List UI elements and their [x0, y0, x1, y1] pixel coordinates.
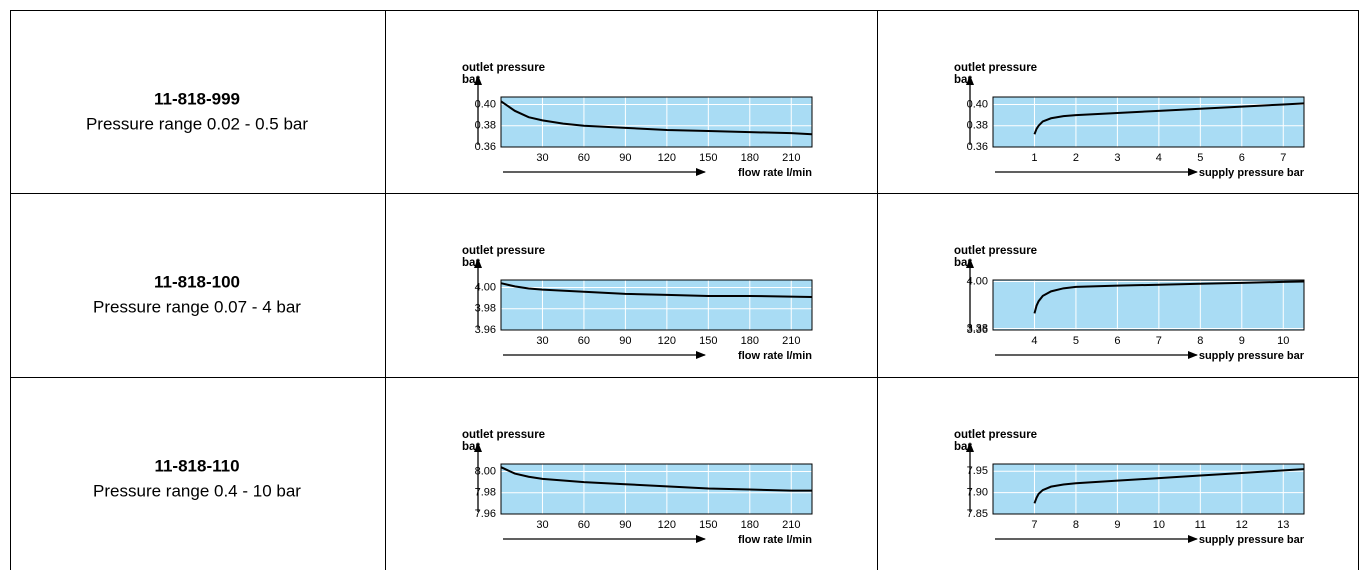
- y-axis-label: outlet pressure: [462, 245, 545, 257]
- y-tick-label: 0.40: [967, 98, 988, 110]
- x-tick-label: 10: [1153, 519, 1165, 531]
- x-axis-label: supply pressure bar: [1199, 167, 1305, 179]
- x-tick-label: 210: [782, 519, 800, 531]
- x-tick-label: 150: [699, 335, 717, 347]
- plot-border: [500, 96, 813, 148]
- y-tick-label: 7.85: [967, 508, 988, 520]
- x-tick-label: 180: [741, 152, 759, 164]
- x-tick-label: 5: [1197, 152, 1203, 164]
- y-tick-label: 7.98: [475, 487, 496, 499]
- x-tick-label: 9: [1239, 335, 1245, 347]
- y-tick-label: 0.38: [967, 120, 988, 132]
- x-tick-label: 30: [536, 335, 548, 347]
- plot-border: [992, 463, 1305, 515]
- pressure-range: Pressure range 0.07 - 4 bar: [93, 297, 301, 316]
- x-tick-label: 3: [1114, 152, 1120, 164]
- y-tick-label: 0.40: [475, 98, 496, 110]
- part-number: 11-818-999: [154, 89, 240, 108]
- y-tick-label: 4.00: [967, 275, 988, 287]
- y-tick-label: 8.00: [475, 465, 496, 477]
- plot-border: [992, 279, 1305, 331]
- x-tick-label: 120: [658, 335, 676, 347]
- x-tick-label: 60: [578, 152, 590, 164]
- x-tick-label: 30: [536, 519, 548, 531]
- curve: [500, 282, 813, 299]
- x-tick-label: 30: [536, 152, 548, 164]
- curve: [1033, 102, 1305, 135]
- y-tick-label: 7.95: [967, 465, 988, 477]
- part-number: 11-818-100: [154, 272, 240, 291]
- x-tick-label: 7: [1156, 335, 1162, 347]
- y-tick-label: 3.36: [967, 324, 988, 336]
- y-tick-label: 7.96: [475, 508, 496, 520]
- curve: [500, 466, 812, 492]
- x-tick-label: 210: [782, 335, 800, 347]
- plot-border: [500, 279, 813, 331]
- y-tick-label: 3.38: [967, 322, 988, 334]
- y-axis-label: outlet pressure: [954, 245, 1037, 257]
- x-tick-label: 4: [1156, 152, 1162, 164]
- x-tick-label: 12: [1236, 519, 1248, 531]
- x-tick-label: 7: [1031, 519, 1037, 531]
- x-tick-label: 6: [1114, 335, 1120, 347]
- x-tick-label: 120: [658, 519, 676, 531]
- x-axis-label: flow rate l/min: [738, 534, 812, 546]
- x-tick-label: 120: [658, 152, 676, 164]
- y-axis-label: outlet pressure: [462, 429, 545, 441]
- x-tick-label: 180: [741, 335, 759, 347]
- y-axis-label: outlet pressure: [954, 429, 1037, 441]
- y-tick-label: 3.96: [475, 324, 496, 336]
- plot-border: [992, 96, 1305, 148]
- x-tick-label: 1: [1031, 152, 1037, 164]
- plot-area: [501, 280, 812, 330]
- x-tick-label: 150: [699, 519, 717, 531]
- x-tick-label: 4: [1031, 335, 1037, 347]
- x-axis-label: flow rate l/min: [738, 350, 812, 362]
- curve: [1033, 468, 1305, 504]
- x-tick-label: 9: [1114, 519, 1120, 531]
- x-tick-label: 60: [578, 335, 590, 347]
- y-axis-label: outlet pressure: [954, 62, 1037, 74]
- y-tick-label: 4.00: [475, 281, 496, 293]
- x-axis-label: supply pressure bar: [1199, 350, 1305, 362]
- pressure-range: Pressure range 0.02 - 0.5 bar: [86, 114, 308, 133]
- x-tick-label: 11: [1195, 519, 1206, 531]
- curve: [500, 100, 813, 136]
- y-tick-label: 7.90: [967, 487, 988, 499]
- table-lines: [10, 10, 1359, 570]
- x-tick-label: 180: [741, 519, 759, 531]
- x-tick-label: 6: [1239, 152, 1245, 164]
- x-tick-label: 7: [1280, 152, 1286, 164]
- y-axis-label: outlet pressure: [462, 62, 545, 74]
- x-tick-label: 5: [1073, 335, 1079, 347]
- plot-area: [993, 280, 1304, 330]
- x-tick-label: 60: [578, 519, 590, 531]
- x-axis-label: supply pressure bar: [1199, 534, 1305, 546]
- x-axis-label: flow rate l/min: [738, 167, 812, 179]
- x-tick-label: 8: [1197, 335, 1203, 347]
- part-number: 11-818-110: [154, 456, 239, 475]
- curve: [1033, 280, 1305, 314]
- x-tick-label: 210: [782, 152, 800, 164]
- plot-border: [500, 463, 813, 515]
- x-tick-label: 90: [619, 152, 631, 164]
- x-tick-label: 2: [1073, 152, 1079, 164]
- x-tick-label: 8: [1073, 519, 1079, 531]
- x-tick-label: 90: [619, 335, 631, 347]
- x-tick-label: 10: [1277, 335, 1289, 347]
- x-tick-label: 13: [1277, 519, 1289, 531]
- y-tick-label: 3.98: [475, 303, 496, 315]
- x-tick-label: 90: [619, 519, 631, 531]
- y-tick-label: 0.36: [967, 141, 988, 153]
- x-tick-label: 150: [699, 152, 717, 164]
- y-tick-label: 0.38: [475, 120, 496, 132]
- y-tick-label: 0.36: [475, 141, 496, 153]
- pressure-range: Pressure range 0.4 - 10 bar: [93, 481, 301, 500]
